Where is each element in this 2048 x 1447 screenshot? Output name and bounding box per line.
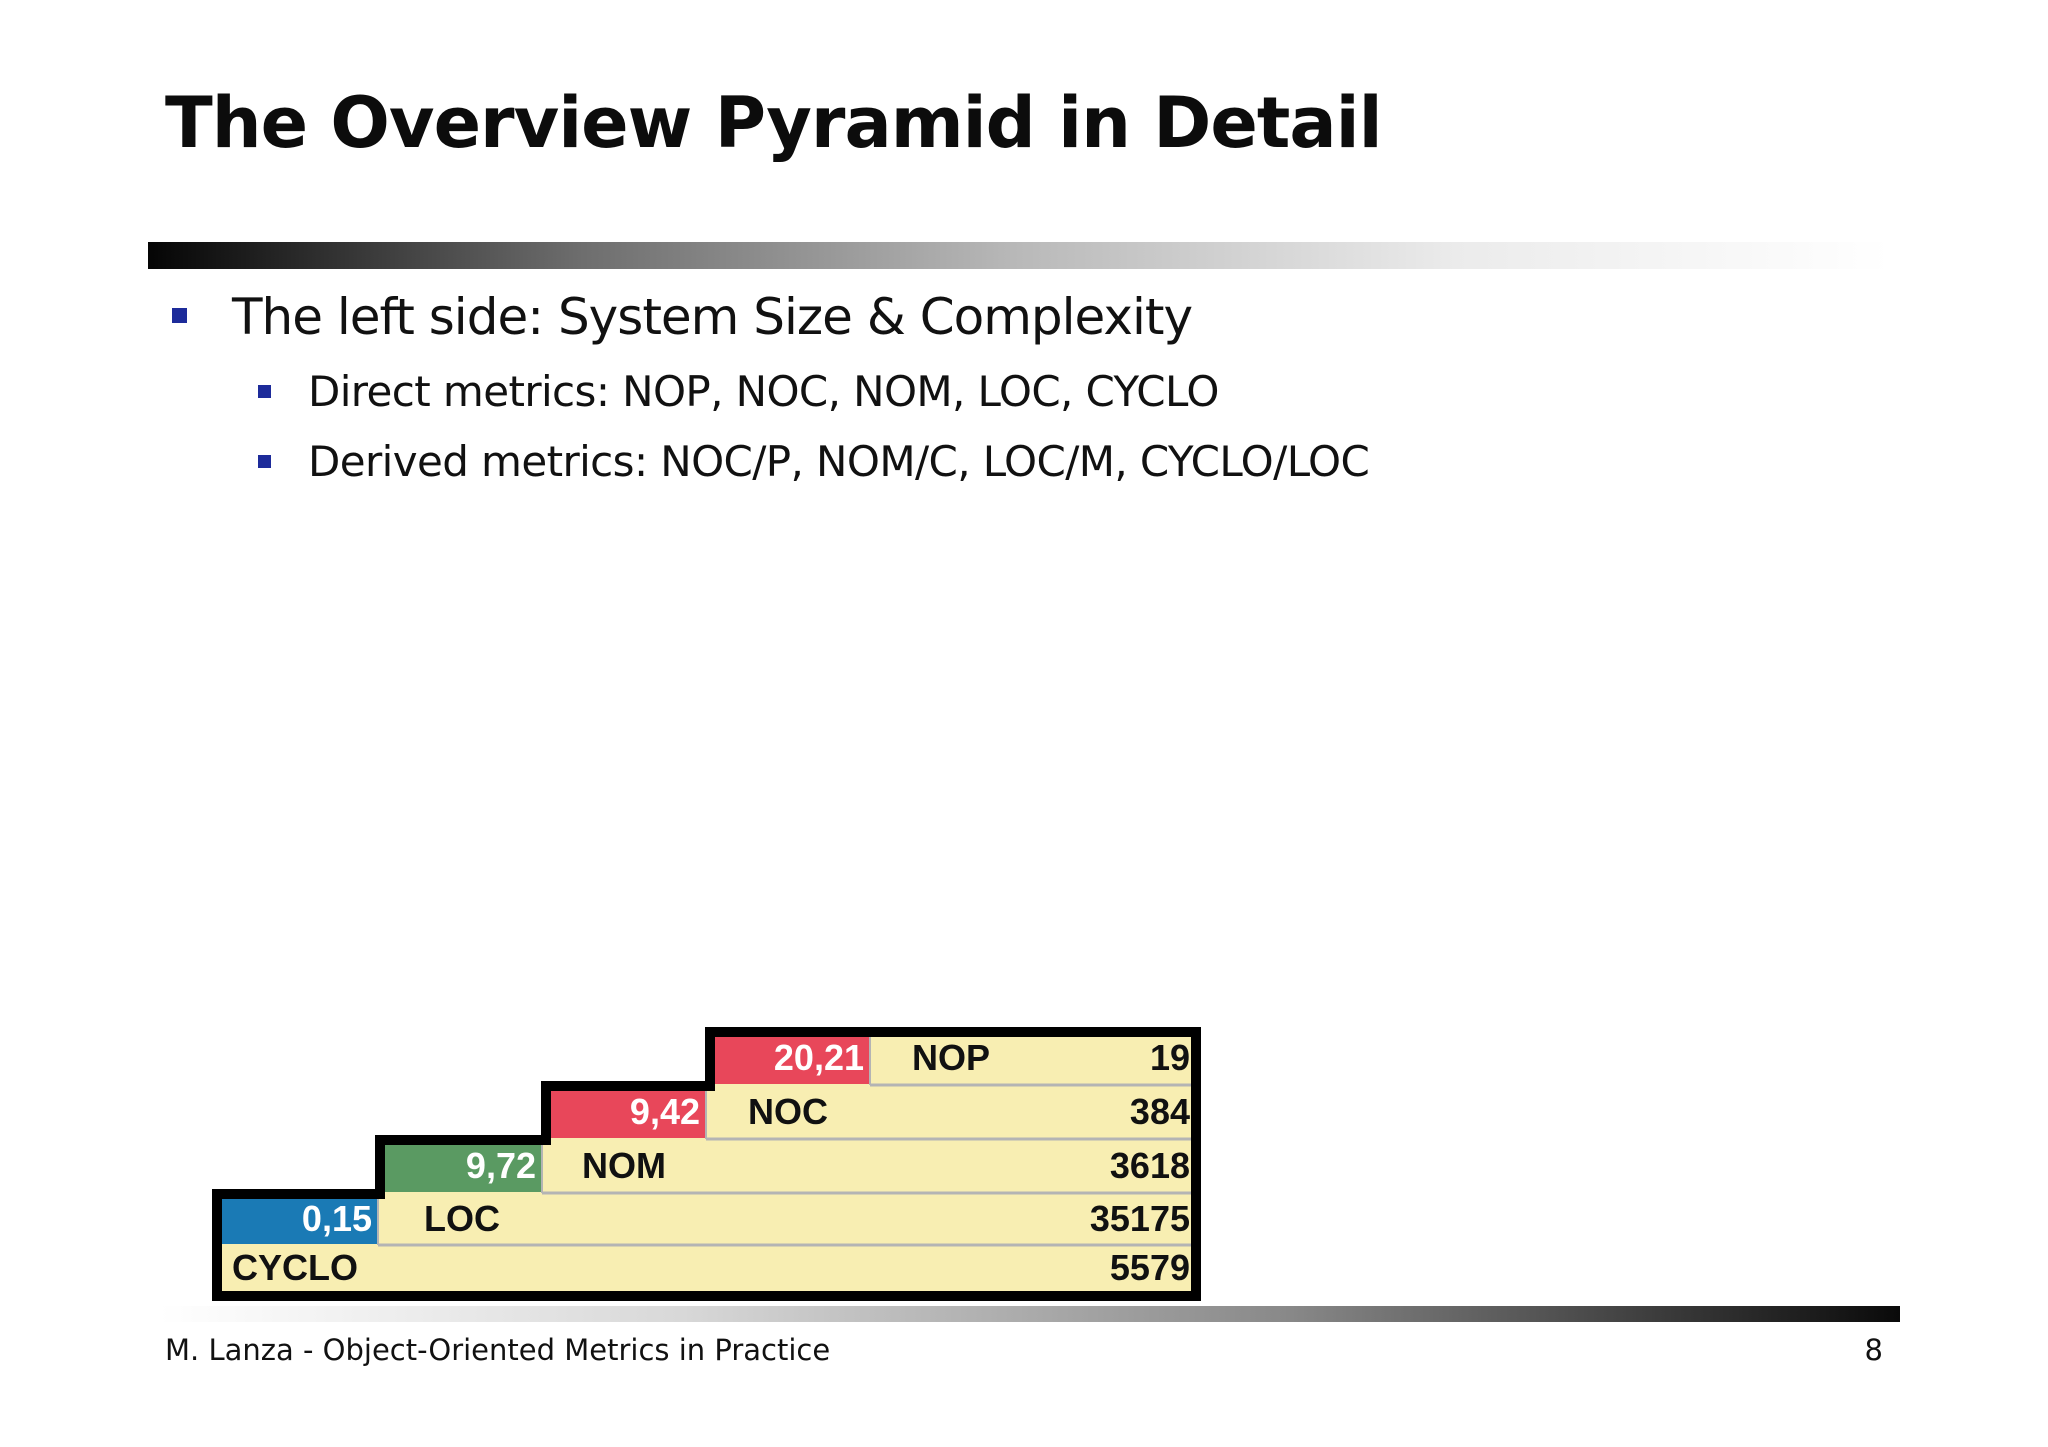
metric-value-loc: 35175 — [1089, 1198, 1190, 1239]
bullet-derived-metrics: Derived metrics: NOC/P, NOM/C, LOC/M, CY… — [308, 437, 1370, 486]
footer-divider — [160, 1306, 1900, 1322]
bullet-marker — [258, 385, 271, 398]
bullet-marker — [258, 455, 271, 468]
metric-value-cyclo: 5579 — [1109, 1247, 1190, 1288]
ratio-loc-per-method: 0,15 — [301, 1198, 372, 1239]
page-number: 8 — [1864, 1333, 1883, 1367]
metric-label-nom: NOM — [582, 1145, 666, 1186]
metric-value-noc: 384 — [1129, 1091, 1190, 1132]
metric-value-nop: 19 — [1149, 1037, 1190, 1078]
metric-label-loc: LOC — [424, 1198, 500, 1239]
metric-value-nom: 3618 — [1109, 1145, 1190, 1186]
slide-title: The Overview Pyramid in Detail — [165, 82, 1383, 164]
bullet-direct-metrics: Direct metrics: NOP, NOC, NOM, LOC, CYCL… — [308, 367, 1219, 416]
bullet-level1: The left side: System Size & Complexity — [232, 288, 1193, 346]
ratio-noc-per-package: 9,42 — [629, 1091, 700, 1132]
footer-author-course: M. Lanza - Object-Oriented Metrics in Pr… — [165, 1333, 831, 1367]
bullet-marker — [172, 308, 187, 323]
ratio-nop-per-package: 20,21 — [773, 1037, 864, 1078]
metric-label-nop: NOP — [912, 1037, 991, 1078]
metric-label-cyclo: CYCLO — [232, 1247, 358, 1288]
metric-label-noc: NOC — [748, 1091, 828, 1132]
ratio-nom-per-class: 9,72 — [465, 1145, 536, 1186]
title-divider — [148, 242, 1890, 269]
